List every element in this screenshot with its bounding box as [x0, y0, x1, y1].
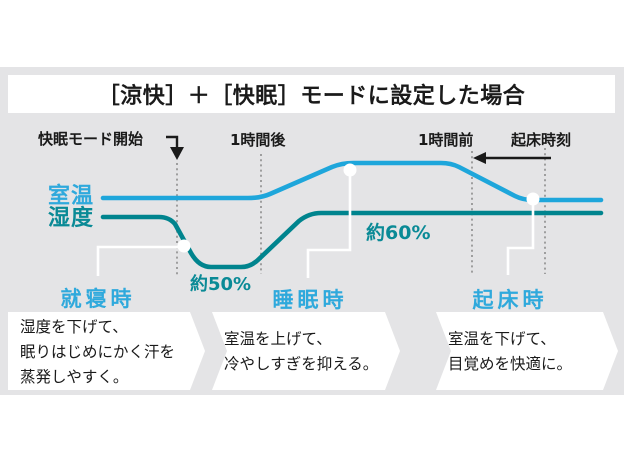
- start-pointer-arrow-icon: [166, 135, 184, 160]
- callout-text-line: 蒸発しやすく。: [20, 368, 129, 386]
- point-markers: [177, 163, 540, 253]
- marker-waking: [526, 192, 540, 206]
- callout-text-line: 湿度を下げて、: [20, 318, 128, 336]
- callout-text-line: 室温を下げて、: [448, 330, 556, 348]
- label-wake-time: 起床時刻: [511, 131, 572, 149]
- diagram-title: ［涼快］＋［快眠］モードに設定した場合: [97, 84, 526, 109]
- humidity-low-value: 約50%: [190, 274, 252, 295]
- room-temp-label: 室温: [48, 184, 95, 209]
- connector-waking: [506, 200, 535, 275]
- marker-bedtime: [177, 239, 191, 253]
- callout-text-line: 室温を上げて、: [224, 330, 332, 348]
- stage-connectors: [96, 171, 535, 278]
- callout-bedtime: 湿度を下げて、 眠りはじめにかく汗を 蒸発しやすく。: [8, 312, 205, 390]
- stage-label-sleeping: 睡眠時: [272, 288, 348, 312]
- humidity-high-value: 約60%: [366, 222, 431, 244]
- marker-sleeping: [343, 163, 357, 177]
- humidity-label: 湿度: [48, 206, 95, 231]
- connector-bedtime: [96, 245, 184, 276]
- diagram-panel: ［涼快］＋［快眠］モードに設定した場合 快眠モード開始 1時間後 1時間前 起床…: [0, 67, 624, 395]
- label-one-hour-before: 1時間前: [418, 131, 474, 149]
- callout-text-line: 目覚めを快適に。: [448, 355, 573, 373]
- title-box: ［涼快］＋［快眠］モードに設定した場合: [8, 75, 615, 113]
- curves-svg: [96, 135, 604, 278]
- callout-sleeping: 室温を上げて、 冷やしすぎを抑える。: [212, 312, 400, 390]
- label-sleep-mode-start: 快眠モード開始: [38, 130, 144, 148]
- humidity-curve: [100, 210, 604, 270]
- stage-label-waking: 起床時: [472, 288, 548, 312]
- label-one-hour-after: 1時間後: [230, 131, 286, 149]
- connector-sleeping: [306, 171, 352, 278]
- callout-text-line: 眠りはじめにかく汗を: [20, 343, 176, 361]
- one-hour-before-arrow-icon: [473, 152, 551, 164]
- stage-label-bedtime: 就寝時: [60, 287, 136, 311]
- callout-waking: 室温を下げて、 目覚めを快適に。: [436, 312, 618, 390]
- room-temp-curve: [100, 160, 604, 203]
- callout-text-line: 冷やしすぎを抑える。: [224, 355, 379, 373]
